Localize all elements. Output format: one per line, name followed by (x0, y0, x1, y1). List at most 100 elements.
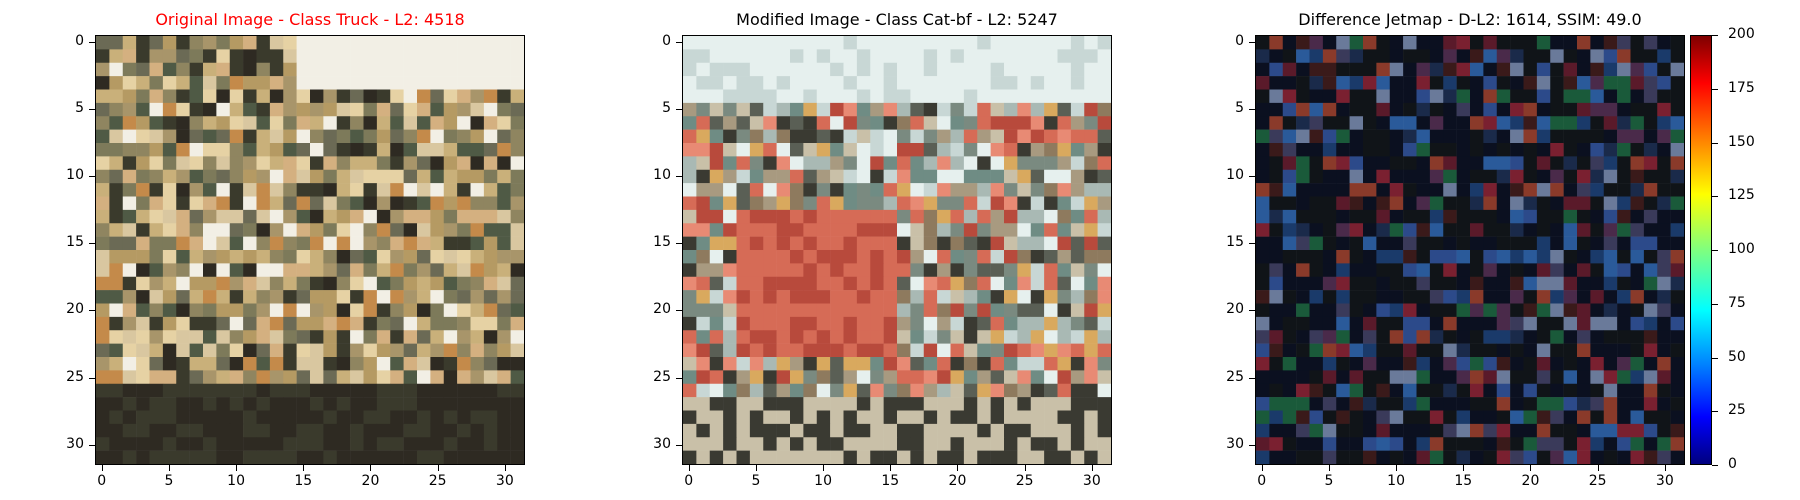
x-tick-label: 10 (227, 473, 245, 489)
image-pixel (443, 36, 458, 50)
image-pixel (816, 250, 831, 264)
image-pixel (203, 450, 217, 464)
image-pixel (149, 236, 164, 251)
image-pixel (1657, 263, 1671, 278)
image-pixel (1456, 183, 1471, 197)
image-pixel (910, 250, 925, 264)
image-pixel (1510, 156, 1524, 171)
image-pixel (963, 370, 978, 385)
image-pixel (1523, 183, 1538, 197)
image-pixel (910, 330, 925, 344)
image-pixel (776, 410, 791, 425)
image-pixel (1030, 370, 1045, 385)
image-pixel (122, 129, 137, 144)
image-pixel (229, 89, 244, 104)
image-pixel (417, 316, 431, 331)
image-pixel (1004, 183, 1018, 197)
image-pixel (470, 156, 485, 171)
image-pixel (803, 370, 818, 385)
image-pixel (923, 36, 938, 50)
image-pixel (310, 236, 324, 251)
image-pixel (1483, 343, 1498, 358)
image-pixel (1256, 423, 1270, 438)
image-pixel (510, 62, 524, 77)
image-pixel (176, 36, 190, 50)
image-pixel (977, 423, 991, 438)
image-pixel (403, 209, 418, 224)
image-pixel (256, 236, 271, 251)
image-pixel (1603, 357, 1618, 371)
image-pixel (443, 357, 458, 371)
image-pixel (376, 450, 391, 464)
image-pixel (709, 223, 724, 237)
image-pixel (1577, 370, 1591, 385)
image-pixel (1057, 423, 1072, 438)
image-pixel (1349, 102, 1364, 117)
image-pixel (229, 129, 244, 144)
image-pixel (683, 36, 697, 50)
y-tick-label: 15 (66, 234, 84, 251)
image-pixel (990, 49, 1005, 64)
image-pixel (497, 343, 511, 358)
image-pixel (1496, 330, 1511, 344)
image-pixel (1536, 76, 1551, 90)
image-pixel (1617, 169, 1631, 184)
image-pixel (1282, 357, 1297, 371)
image-pixel (1084, 383, 1098, 398)
image-pixel (1282, 330, 1297, 344)
image-pixel (403, 143, 418, 157)
image-pixel (1483, 76, 1498, 90)
image-pixel (256, 437, 271, 451)
image-pixel (883, 290, 898, 304)
image-pixel (977, 276, 991, 291)
image-pixel (229, 383, 244, 398)
image-pixel (96, 143, 110, 157)
image-pixel (497, 316, 511, 331)
image-pixel (216, 209, 231, 224)
image-pixel (390, 330, 404, 344)
image-pixel (1577, 276, 1591, 291)
image-pixel (122, 156, 137, 171)
image-pixel (1523, 290, 1538, 304)
image-pixel (1309, 36, 1324, 50)
image-pixel (1057, 263, 1072, 278)
image-pixel (1017, 397, 1032, 411)
image-pixel (1269, 450, 1284, 464)
image-pixel (310, 316, 324, 331)
image-pixel (1349, 263, 1364, 278)
image-pixel (937, 156, 951, 171)
image-pixel (910, 263, 925, 278)
image-pixel (990, 263, 1005, 278)
image-pixel (1349, 49, 1364, 64)
image-pixel (417, 397, 431, 411)
image-pixel (776, 129, 791, 144)
image-pixel (417, 383, 431, 398)
image-pixel (1456, 102, 1471, 117)
image-pixel (1443, 143, 1457, 157)
image-pixel (1483, 250, 1498, 264)
image-pixel (1577, 290, 1591, 304)
image-pixel (1510, 250, 1524, 264)
image-pixel (162, 156, 177, 171)
image-pixel (136, 129, 150, 144)
image-pixel (1496, 36, 1511, 50)
image-pixel (96, 89, 110, 104)
image-pixel (136, 236, 150, 251)
image-pixel (189, 383, 204, 398)
image-pixel (723, 383, 737, 398)
image-pixel (1269, 250, 1284, 264)
image-pixel (870, 76, 884, 90)
image-pixel (122, 183, 137, 197)
image-pixel (1336, 263, 1350, 278)
image-pixel (856, 357, 871, 371)
image-pixel (510, 450, 524, 464)
image-pixel (1309, 169, 1324, 184)
image-pixel (856, 276, 871, 291)
image-pixel (990, 410, 1005, 425)
image-pixel (709, 397, 724, 411)
image-pixel (122, 36, 137, 50)
y-tick-label: 20 (1226, 301, 1244, 318)
image-pixel (1084, 357, 1098, 371)
image-pixel (430, 303, 445, 318)
image-pixel (403, 89, 418, 104)
